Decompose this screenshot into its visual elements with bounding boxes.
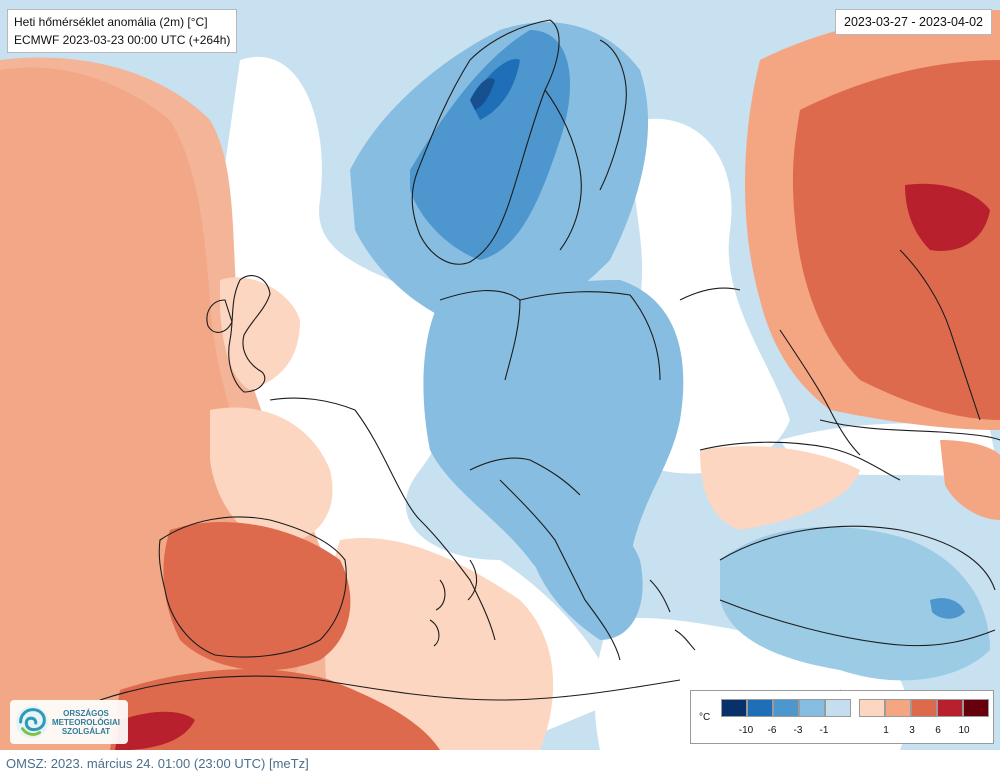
legend-swatch-cold-4 <box>799 699 825 717</box>
legend-swatch-warm-2 <box>885 699 911 717</box>
logo-line-3: SZOLGÁLAT <box>61 726 111 736</box>
anomaly-map-svg <box>0 0 1000 750</box>
legend-swatch-warm-3 <box>911 699 937 717</box>
legend-swatch-warm-5 <box>963 699 989 717</box>
date-range-box: 2023-03-27 - 2023-04-02 <box>835 9 992 35</box>
legend-swatch-cold-2 <box>747 699 773 717</box>
footer-credit: OMSZ: 2023. március 24. 01:00 (23:00 UTC… <box>6 756 309 771</box>
omsz-logo[interactable]: ORSZÁGOS METEOROLÓGIAI SZOLGÁLAT <box>10 700 128 744</box>
logo-line-1: ORSZÁGOS <box>63 708 109 718</box>
legend-tick-warm-4: 10 <box>958 725 970 736</box>
legend-tick-warm-2: 3 <box>909 725 915 736</box>
legend-swatch-warm-4 <box>937 699 963 717</box>
legend-swatch-cold-1 <box>721 699 747 717</box>
legend-swatch-cold-5 <box>825 699 851 717</box>
legend-tick-cold-2: -6 <box>767 725 777 736</box>
omsz-logo-text: ORSZÁGOS METEOROLÓGIAI SZOLGÁLAT <box>51 709 121 736</box>
map-title: Heti hőmérséklet anomália (2m) [°C] <box>14 15 208 29</box>
legend-tick-warm-3: 6 <box>935 725 941 736</box>
map-run-info: ECMWF 2023-03-23 00:00 UTC (+264h) <box>14 33 231 47</box>
date-range: 2023-03-27 - 2023-04-02 <box>844 15 983 29</box>
color-legend: °C -10 -6 -3 -1 1 3 6 10 <box>690 690 994 744</box>
legend-tick-cold-1: -10 <box>738 725 754 736</box>
anomaly-map <box>0 0 1000 750</box>
omsz-logo-icon <box>15 705 49 739</box>
map-title-box: Heti hőmérséklet anomália (2m) [°C] ECMW… <box>7 9 238 53</box>
legend-tick-warm-1: 1 <box>883 725 889 736</box>
legend-unit: °C <box>699 712 711 723</box>
legend-tick-cold-3: -3 <box>793 725 803 736</box>
legend-swatch-cold-3 <box>773 699 799 717</box>
legend-swatch-warm-1 <box>859 699 885 717</box>
legend-tick-cold-4: -1 <box>819 725 829 736</box>
logo-line-2: METEOROLÓGIAI <box>52 717 120 727</box>
